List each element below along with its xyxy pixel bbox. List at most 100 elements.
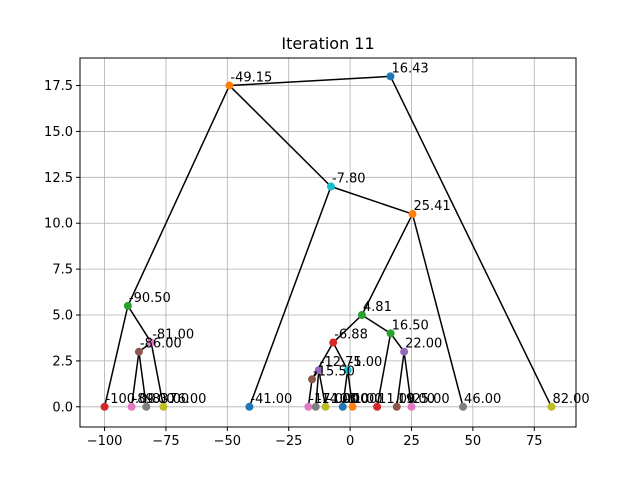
y-tick-label: 2.5 <box>52 354 73 369</box>
point-value-label: -86.00 <box>140 337 182 352</box>
point-value-label: -6.88 <box>334 328 368 343</box>
tree-edge <box>150 342 165 407</box>
tree-edge <box>307 379 313 407</box>
tree-edge <box>311 342 334 380</box>
point-marker <box>329 338 338 347</box>
point-value-label: 22.00 <box>405 337 442 352</box>
point-marker <box>123 301 132 310</box>
chart-title: Iteration 11 <box>281 34 374 53</box>
point-marker <box>343 366 352 375</box>
point-value-label: 19.00 <box>398 392 435 407</box>
y-tick-label: 15.0 <box>44 125 73 140</box>
x-tick-label: 25 <box>403 434 420 449</box>
y-tick-label: 7.5 <box>52 263 73 278</box>
tree-edge <box>130 351 140 407</box>
point-marker <box>245 402 254 411</box>
tree-edge <box>318 369 327 407</box>
point-value-label: -14.00 <box>317 392 359 407</box>
point-value-label: -1.00 <box>349 355 383 370</box>
point-value-label: -12.75 <box>320 355 362 370</box>
tree-edge <box>103 305 129 407</box>
tree-edge <box>411 213 464 407</box>
point-value-label: -17.00 <box>309 392 351 407</box>
point-marker <box>314 366 323 375</box>
axes-frame <box>79 57 577 428</box>
point-value-label: 1.00 <box>354 392 383 407</box>
point-marker <box>407 402 416 411</box>
point-value-label: -10.00 <box>327 392 369 407</box>
tree-edge <box>127 85 231 307</box>
tree-edge <box>127 305 152 343</box>
point-marker <box>147 338 156 347</box>
y-tick-label: 5.0 <box>52 309 73 324</box>
point-value-label: 16.50 <box>392 318 429 333</box>
point-marker <box>348 402 357 411</box>
y-tick-label: 12.5 <box>44 171 73 186</box>
tree-edge <box>403 351 413 407</box>
x-tick-label: −75 <box>152 434 179 449</box>
point-marker <box>386 329 395 338</box>
tree-edge <box>330 185 413 215</box>
tree-edge <box>361 213 414 316</box>
y-tick-label: 0.0 <box>52 400 73 415</box>
point-value-label: -49.15 <box>230 71 272 86</box>
tree-edge <box>228 85 332 188</box>
point-marker <box>321 402 330 411</box>
x-tick-label: −100 <box>87 434 123 449</box>
point-marker <box>547 402 556 411</box>
tree-edge <box>396 351 405 407</box>
tree-edge <box>332 314 363 344</box>
tree-edge <box>332 342 349 371</box>
point-value-label: 4.81 <box>363 300 392 315</box>
point-marker <box>338 402 347 411</box>
point-value-label: -100.00 <box>106 392 156 407</box>
x-tick-label: −50 <box>214 434 241 449</box>
point-marker <box>134 347 143 356</box>
point-value-label: 46.00 <box>464 392 501 407</box>
point-marker <box>159 402 168 411</box>
tree-edge <box>341 369 349 407</box>
tree-edge <box>376 333 392 407</box>
point-marker <box>127 402 136 411</box>
point-marker <box>311 402 320 411</box>
x-tick-label: 50 <box>465 434 482 449</box>
x-tick-label: 75 <box>526 434 543 449</box>
point-value-label: -89.00 <box>133 392 175 407</box>
point-value-label: -81.00 <box>152 328 194 343</box>
point-value-label: 25.41 <box>413 199 450 214</box>
x-tick-label: −25 <box>275 434 302 449</box>
tree-edge <box>346 369 354 407</box>
point-marker <box>304 402 313 411</box>
tree-edge <box>314 370 320 407</box>
point-value-label: -7.80 <box>332 172 366 187</box>
data-points <box>100 72 556 411</box>
point-marker <box>408 210 417 219</box>
x-tick-label: 0 <box>346 434 354 449</box>
point-value-label: -83.00 <box>147 392 189 407</box>
point-labels: -100.00-89.00-83.00-76.00 -41.00 -17.00-14… <box>106 61 590 406</box>
point-marker <box>400 347 409 356</box>
y-tick-label: 17.5 <box>44 79 73 94</box>
x-axis-ticks: −100 −75 −50 −25 0 25 50 75 <box>87 427 543 449</box>
point-marker <box>142 402 151 411</box>
tree-edge <box>248 186 332 408</box>
point-marker <box>357 311 366 320</box>
tree-edge <box>389 76 553 408</box>
point-marker <box>308 375 317 384</box>
tree-edges <box>103 75 553 408</box>
tree-edge <box>229 75 391 87</box>
tree-edge <box>361 314 392 335</box>
point-value-label: -41.00 <box>250 392 292 407</box>
point-marker <box>392 402 401 411</box>
point-value-label: -90.50 <box>129 291 171 306</box>
point-value-label: 11.00 <box>378 392 415 407</box>
point-value-label: 82.00 <box>552 392 589 407</box>
point-value-label: -3.00 <box>344 392 378 407</box>
point-value-label: -15.50 <box>313 364 355 379</box>
tree-edge <box>138 351 148 407</box>
point-marker <box>225 81 234 90</box>
point-value-label: 25.00 <box>412 392 449 407</box>
point-value-label: 16.43 <box>391 61 428 76</box>
point-marker <box>459 402 468 411</box>
